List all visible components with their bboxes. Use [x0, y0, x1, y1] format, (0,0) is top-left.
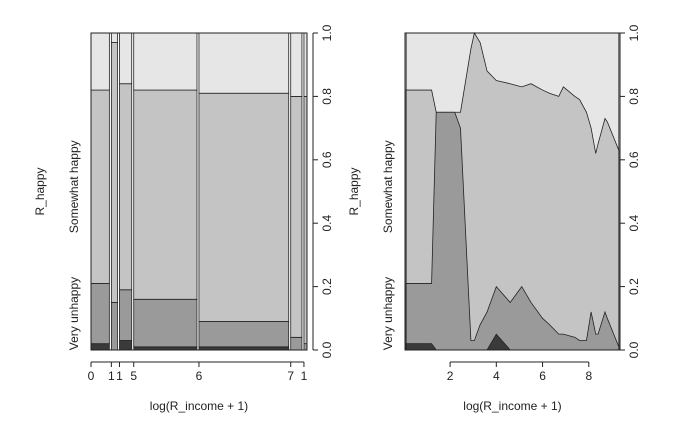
category-label: Very unhappy	[67, 277, 81, 350]
bar-segment	[198, 92, 290, 322]
y-tick-label: 0.0	[320, 341, 334, 358]
bar-segment	[119, 32, 133, 85]
plot-frame	[90, 32, 308, 351]
x-tick-label: 7	[287, 369, 294, 383]
x-axis-label: log(R_income + 1)	[463, 399, 561, 413]
x-tick-label: 6	[196, 369, 203, 383]
y-tick-label: 0.0	[627, 341, 641, 358]
category-label: Somewhat happy	[381, 140, 395, 233]
bar-segment	[110, 302, 118, 351]
y-tick-label: 0.8	[320, 88, 334, 105]
bar-segment	[90, 32, 110, 91]
bar-segment	[290, 336, 303, 351]
y-tick-label: 1.0	[320, 24, 334, 41]
y-tick-label: 0.6	[320, 151, 334, 168]
x-tick-label: 0	[88, 369, 95, 383]
plot-frame	[404, 32, 621, 351]
y-axis-label: R_happy	[33, 167, 47, 215]
bar-segment	[90, 89, 110, 284]
y-tick-label: 0.2	[320, 278, 334, 295]
x-tick-label: 6	[539, 369, 546, 383]
bar-segment	[119, 83, 133, 291]
bar-segment	[290, 96, 303, 338]
bar-segment	[198, 321, 290, 348]
y-tick-label: 0.4	[320, 215, 334, 232]
x-axis-label: log(R_income + 1)	[150, 399, 248, 413]
bar-segment	[290, 32, 303, 97]
x-tick-label: 1	[116, 369, 123, 383]
y-axis-label: R_happy	[347, 167, 361, 215]
bar-segment	[119, 289, 133, 341]
x-tick-label: 5	[130, 369, 137, 383]
y-tick-label: 0.8	[627, 88, 641, 105]
bar-segment	[110, 32, 118, 43]
bar-segment	[110, 42, 118, 303]
bar-segment	[198, 32, 290, 94]
y-tick-label: 0.6	[627, 151, 641, 168]
bar-segment	[119, 340, 133, 351]
x-tick-label: 1	[108, 369, 115, 383]
category-label: Somewhat happy	[67, 140, 81, 233]
bar-segment	[90, 343, 110, 351]
y-tick-label: 0.2	[627, 278, 641, 295]
x-tick-label: 4	[493, 369, 500, 383]
bar-segment	[133, 89, 198, 300]
x-tick-label: 1	[301, 369, 308, 383]
y-tick-label: 1.0	[627, 24, 641, 41]
x-tick-label: 8	[585, 369, 592, 383]
bar-segment	[133, 298, 198, 348]
y-tick-label: 0.4	[627, 215, 641, 232]
area	[405, 111, 620, 351]
bar-segment	[90, 283, 110, 345]
x-tick-label: 2	[447, 369, 454, 383]
bar-segment	[133, 32, 198, 91]
category-label: Very unhappy	[381, 277, 395, 350]
